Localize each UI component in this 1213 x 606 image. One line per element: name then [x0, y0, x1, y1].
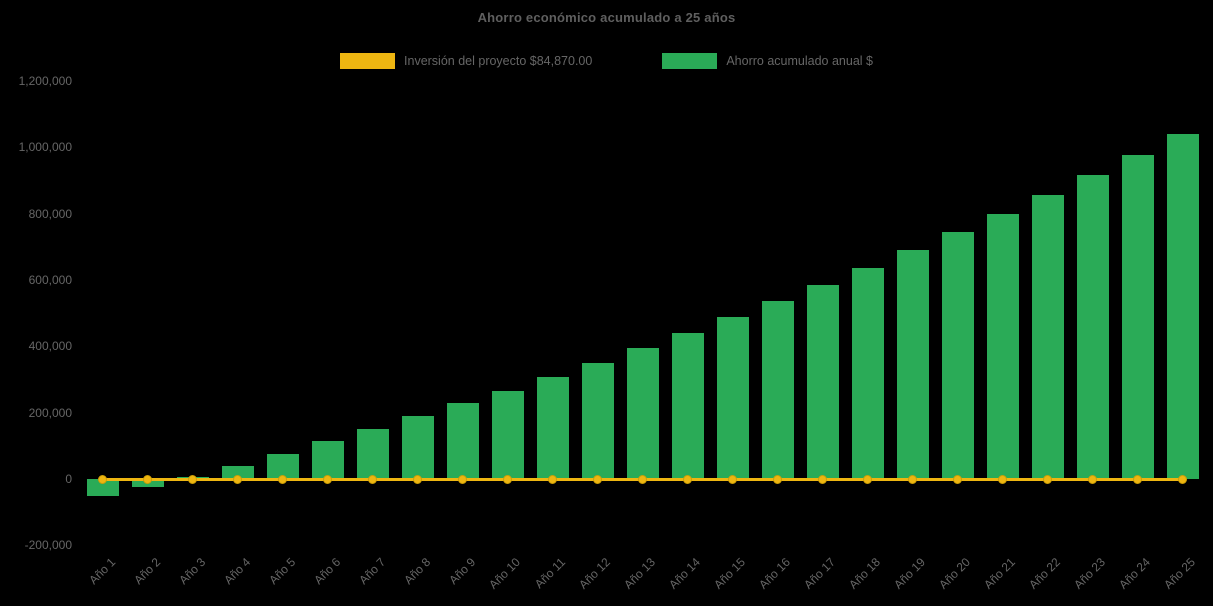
x-axis-label-year-12: Año 12 — [576, 555, 614, 592]
bar-year-14 — [671, 333, 704, 479]
line-marker-year-13 — [638, 474, 647, 484]
bar-year-19 — [896, 250, 929, 479]
x-axis-label-year-17: Año 17 — [801, 555, 839, 592]
x-axis-label-year-7: Año 7 — [356, 555, 389, 588]
bar-year-8 — [401, 415, 434, 479]
bar-year-17 — [806, 284, 839, 479]
legend-item-savings[interactable]: Ahorro acumulado anual $ — [662, 53, 873, 69]
y-axis-label: 400,000 — [28, 339, 72, 354]
line-marker-year-17 — [818, 474, 827, 484]
bar-year-12 — [581, 362, 614, 479]
line-marker-year-15 — [728, 474, 737, 484]
y-axis-label: 600,000 — [28, 273, 72, 287]
line-marker-year-2 — [143, 474, 152, 484]
bar-year-18 — [851, 267, 884, 479]
y-axis-label: 200,000 — [28, 405, 72, 420]
y-axis-label: 800,000 — [28, 206, 72, 221]
x-axis-label-year-9: Año 9 — [446, 555, 479, 588]
line-marker-year-8 — [413, 474, 422, 484]
bar-year-1 — [86, 479, 119, 496]
x-axis-label-year-14: Año 14 — [666, 555, 704, 592]
y-axis-label: 0 — [65, 472, 72, 486]
x-axis-label-year-18: Año 18 — [846, 555, 884, 592]
bar-year-21 — [986, 213, 1019, 479]
line-marker-year-20 — [953, 474, 962, 484]
legend-swatch-savings-icon — [662, 53, 718, 69]
x-axis-label-year-5: Año 5 — [266, 555, 299, 588]
legend-swatch-investment-icon — [340, 53, 396, 69]
x-axis-label-year-13: Año 13 — [621, 555, 659, 592]
bar-year-11 — [536, 376, 569, 479]
line-marker-year-18 — [863, 474, 872, 484]
legend-label-investment: Inversión del proyecto $84,870.00 — [404, 54, 593, 68]
bar-year-24 — [1121, 154, 1154, 479]
bar-year-20 — [941, 231, 974, 479]
line-marker-year-7 — [368, 474, 377, 484]
line-marker-year-11 — [548, 474, 557, 484]
line-marker-year-14 — [683, 474, 692, 484]
x-axis-label-year-10: Año 10 — [486, 555, 524, 592]
y-axis-label: -200,000 — [24, 538, 72, 553]
line-marker-year-6 — [323, 474, 332, 484]
bar-year-15 — [716, 317, 749, 479]
line-marker-year-23 — [1088, 474, 1097, 484]
bar-year-22 — [1031, 194, 1064, 479]
line-marker-year-19 — [908, 474, 917, 484]
x-axis-label-year-19: Año 19 — [891, 555, 929, 592]
legend: Inversión del proyecto $84,870.00 Ahorro… — [0, 53, 1213, 69]
legend-item-investment[interactable]: Inversión del proyecto $84,870.00 — [340, 53, 592, 69]
y-axis-label: 1,200,000 — [18, 74, 72, 89]
x-axis-label-year-20: Año 20 — [936, 555, 974, 592]
bar-year-25 — [1166, 134, 1199, 479]
chart-title: Ahorro económico acumulado a 25 años — [477, 10, 736, 25]
bar-year-10 — [491, 391, 524, 479]
line-marker-year-12 — [593, 474, 602, 484]
x-axis-label-year-24: Año 24 — [1116, 555, 1154, 592]
bar-year-13 — [626, 347, 659, 479]
line-marker-year-5 — [278, 474, 287, 484]
x-axis-label-year-15: Año 15 — [711, 555, 749, 592]
bar-year-7 — [356, 429, 389, 479]
x-axis-label-year-25: Año 25 — [1161, 555, 1199, 592]
line-marker-year-10 — [503, 474, 512, 484]
x-axis-label-year-21: Año 21 — [981, 555, 1019, 592]
x-axis-label-year-11: Año 11 — [532, 555, 569, 592]
x-axis-label-year-3: Año 3 — [176, 555, 209, 588]
bar-year-6 — [311, 440, 344, 479]
line-marker-year-16 — [773, 474, 782, 484]
bar-year-16 — [761, 300, 794, 479]
x-axis-label-year-8: Año 8 — [401, 555, 434, 588]
line-marker-year-4 — [233, 474, 242, 484]
x-axis-label-year-4: Año 4 — [221, 555, 254, 588]
bar-year-23 — [1076, 174, 1109, 479]
line-marker-year-22 — [1043, 474, 1052, 484]
line-marker-year-1 — [98, 474, 107, 484]
x-axis-label-year-6: Año 6 — [311, 555, 344, 588]
legend-label-savings: Ahorro acumulado anual $ — [726, 54, 873, 68]
x-axis-label-year-23: Año 23 — [1071, 555, 1109, 592]
line-marker-year-25 — [1178, 474, 1187, 484]
x-axis-label-year-1: Año 1 — [86, 555, 119, 588]
x-axis-label-year-2: Año 2 — [131, 555, 164, 588]
x-axis-label-year-22: Año 22 — [1026, 555, 1064, 592]
line-marker-year-24 — [1133, 474, 1142, 484]
bar-year-9 — [446, 403, 479, 479]
x-axis-label-year-16: Año 16 — [756, 555, 794, 592]
line-marker-year-21 — [998, 474, 1007, 484]
line-marker-year-9 — [458, 474, 467, 484]
line-marker-year-3 — [188, 474, 197, 484]
bar-year-4 — [221, 466, 254, 479]
y-axis-label: 1,000,000 — [18, 140, 72, 155]
